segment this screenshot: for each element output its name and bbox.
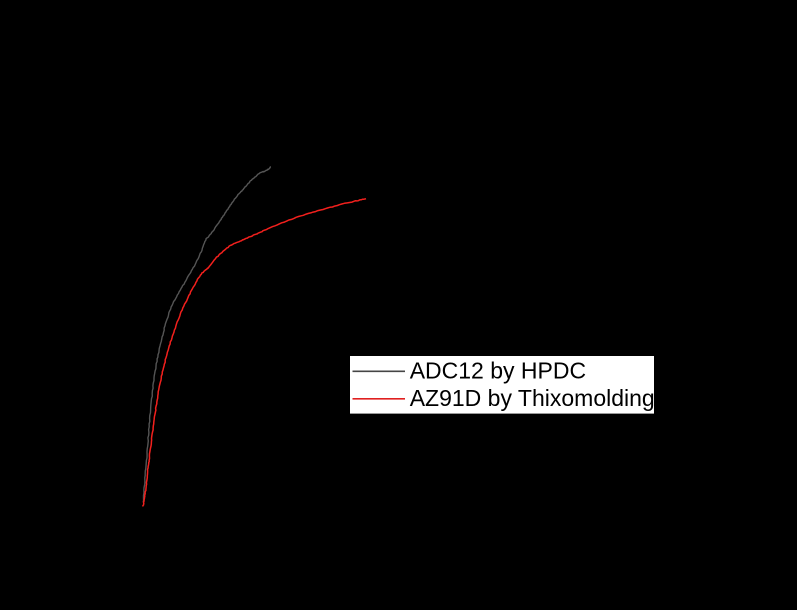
svg-text:ADC12 by HPDC: ADC12 by HPDC (410, 358, 586, 384)
svg-text:AZ91D by Thixomolding: AZ91D by Thixomolding (410, 385, 655, 411)
